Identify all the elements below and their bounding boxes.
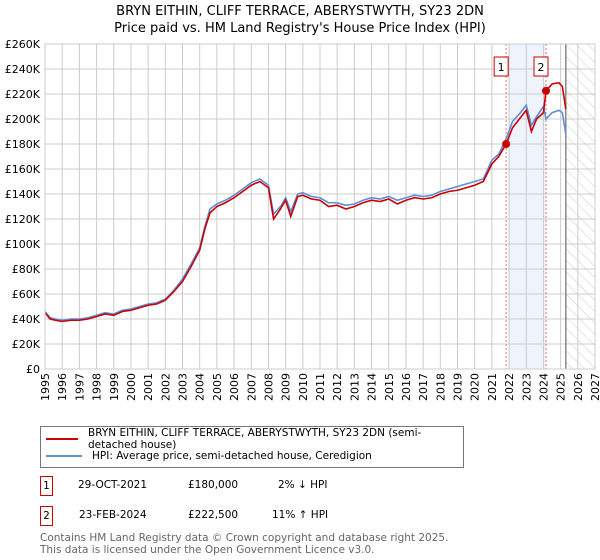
- legend-swatch-red: [46, 438, 79, 440]
- x-tick-label: 1995: [39, 373, 52, 401]
- sale-point: [502, 140, 511, 148]
- legend-label: BRYN EITHIN, CLIFF TERRACE, ABERYSTWYTH,…: [88, 427, 422, 451]
- y-tick-label: £40K: [12, 313, 41, 326]
- legend-item-hpi: HPI: Average price, semi-detached house,…: [46, 448, 372, 464]
- x-tick-label: 2015: [383, 373, 396, 401]
- y-tick-label: £200K: [5, 113, 41, 126]
- footer: Contains HM Land Registry data © Crown c…: [40, 532, 448, 556]
- x-tick-label: 2020: [469, 373, 482, 401]
- plot-border: [44, 43, 596, 370]
- x-tick-label: 1997: [73, 373, 86, 401]
- x-tick-label: 2006: [228, 373, 241, 401]
- transaction-date: 23-FEB-2024: [79, 509, 147, 521]
- transaction-hpi: 11% ↑ HPI: [272, 509, 329, 521]
- y-tick-label: £180K: [5, 138, 41, 151]
- sale-label-box: [493, 56, 509, 77]
- x-tick-label: 2002: [159, 373, 172, 401]
- forecast-hatch: [565, 44, 595, 369]
- x-tick-label: 2019: [452, 373, 465, 401]
- legend-item-property: BRYN EITHIN, CLIFF TERRACE, ABERYSTWYTH,…: [46, 427, 463, 451]
- footer-line: Contains HM Land Registry data © Crown c…: [40, 532, 449, 544]
- marker-badge: 2: [40, 506, 53, 526]
- x-tick-label: 2003: [177, 373, 190, 401]
- x-tick-label: 2024: [537, 373, 550, 401]
- transaction-date: 29-OCT-2021: [78, 479, 147, 491]
- x-tick-label: 2001: [142, 373, 155, 401]
- transaction-price: £222,500: [188, 509, 239, 521]
- x-tick-label: 2025: [555, 373, 568, 401]
- y-tick-label: £220K: [5, 88, 41, 101]
- legend-swatch-blue: [46, 455, 82, 457]
- transaction-row: 2 23-FEB-2024 £222,500 11% ↑ HPI: [40, 506, 600, 528]
- x-tick-label: 2011: [314, 373, 327, 401]
- y-tick-label: £260K: [5, 38, 41, 51]
- x-tick-label: 2004: [194, 373, 207, 401]
- x-tick-label: 2026: [572, 373, 585, 401]
- x-tick-label: 2012: [331, 373, 344, 401]
- x-tick-label: 2010: [297, 373, 310, 401]
- x-tick-label: 2005: [211, 373, 224, 401]
- sale-period-shade: [509, 44, 547, 369]
- x-tick-label: 2008: [262, 373, 275, 401]
- marker-badge: 1: [40, 476, 53, 496]
- sale-point: [542, 86, 551, 95]
- x-tick-label: 1998: [91, 373, 104, 401]
- x-tick-label: 1996: [56, 373, 69, 401]
- plot-area: 1995 1996 1997 1998 1999 2000 2001 2002 2003 2004…: [5, 38, 600, 401]
- y-tick-label: £160K: [5, 163, 41, 176]
- y-tick-label: £140K: [5, 188, 41, 201]
- footer-line: This data is licensed under the Open Gov…: [40, 544, 375, 556]
- x-tick-label: 2021: [486, 373, 499, 401]
- chart-title: BRYN EITHIN, CLIFF TERRACE, ABERYSTWYTH,…: [116, 4, 484, 19]
- y-tick-label: £0: [26, 363, 40, 376]
- x-tick-label: 2007: [245, 373, 258, 401]
- x-tick-label: 2000: [125, 373, 138, 401]
- transaction-price: £180,000: [188, 479, 239, 491]
- x-tick-label: 2017: [417, 373, 430, 401]
- x-tick-label: 2013: [348, 373, 361, 401]
- y-tick-label: £100K: [5, 238, 41, 251]
- x-tick-label: 1999: [108, 373, 121, 401]
- x-tick-label: 2022: [503, 373, 516, 401]
- transaction-row: 1 29-OCT-2021 £180,000 2% ↓ HPI: [40, 476, 600, 498]
- y-tick-label: £20K: [12, 338, 41, 351]
- x-tick-label: 2016: [400, 373, 413, 401]
- sale-label-box: [533, 56, 549, 77]
- chart-subtitle: Price paid vs. HM Land Registry's House …: [114, 21, 486, 36]
- y-tick-label: £120K: [5, 213, 41, 226]
- legend: BRYN EITHIN, CLIFF TERRACE, ABERYSTWYTH,…: [40, 426, 464, 468]
- x-tick-label: 2018: [434, 373, 447, 401]
- sale-label: 2: [538, 61, 545, 74]
- transaction-hpi: 2% ↓ HPI: [278, 479, 328, 491]
- x-tick-label: 2014: [366, 373, 379, 401]
- hpi-line: [44, 103, 567, 322]
- sale-label: 1: [498, 61, 505, 74]
- y-tick-label: £240K: [5, 63, 41, 76]
- property-price-line: [44, 81, 567, 323]
- legend-label: HPI: Average price, semi-detached house,…: [92, 450, 372, 462]
- y-tick-label: £80K: [12, 263, 41, 276]
- x-tick-label: 2023: [520, 373, 533, 401]
- x-tick-label: 2009: [280, 373, 293, 401]
- x-tick-label: 2027: [589, 373, 600, 401]
- y-tick-label: £60K: [12, 288, 41, 301]
